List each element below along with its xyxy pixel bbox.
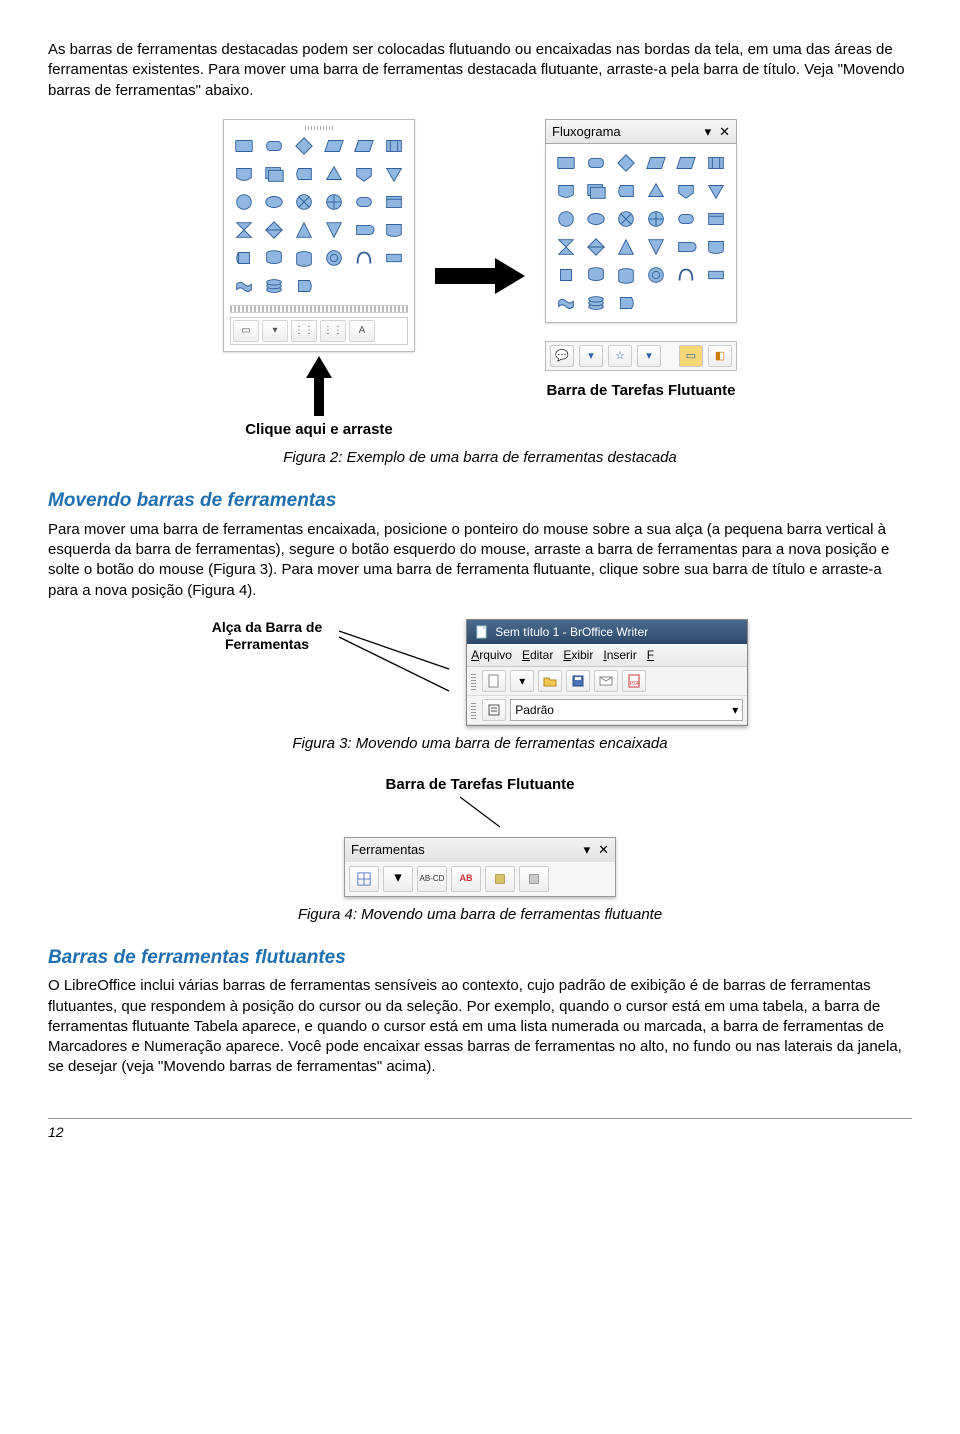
menu-item[interactable]: Inserir [603, 647, 636, 663]
intro-paragraph: As barras de ferramentas destacadas pode… [48, 40, 912, 101]
pointer-line-icon [450, 795, 510, 835]
window-title: Sem título 1 - BrOffice Writer [495, 624, 648, 640]
tool-button[interactable] [485, 866, 515, 892]
toolbar-handle[interactable] [471, 672, 476, 690]
writer-window: Sem título 1 - BrOffice Writer Arquivo E… [466, 619, 748, 726]
fig3-label-line2: Ferramentas [212, 636, 323, 653]
floating-toolbar-title: Ferramentas [351, 841, 576, 859]
pdf-button[interactable]: PDF [622, 670, 646, 692]
save-button[interactable] [566, 670, 590, 692]
paragraph-style-select[interactable]: Padrão ▾ [510, 699, 743, 721]
standard-toolbar: ▾ PDF [467, 667, 747, 696]
heading-floating-toolbars: Barras de ferramentas flutuantes [48, 945, 912, 971]
spellcheck-button[interactable]: AB-CD [417, 866, 447, 892]
chevron-down-icon: ▾ [732, 702, 738, 718]
menu-item[interactable]: Arquivo [471, 647, 512, 663]
figure-3: Alça da Barra de Ferramentas Sem título … [48, 619, 912, 726]
fig2-right-caption: Barra de Tarefas Flutuante [545, 381, 737, 401]
styles-button[interactable] [482, 699, 506, 721]
heading-moving-toolbars: Movendo barras de ferramentas [48, 488, 912, 514]
floating-toolbar-title: Fluxograma [552, 123, 697, 141]
mail-button[interactable] [594, 670, 618, 692]
tools-floating-toolbar: Ferramentas ▾ ✕ ▾ AB-CD AB [344, 837, 616, 897]
tb-btn[interactable]: ⋮⋮ [291, 320, 317, 342]
menu-bar[interactable]: Arquivo Editar Exibir Inserir F [467, 644, 747, 667]
new-doc-button[interactable] [482, 670, 506, 692]
callout-toolbar: 💬 ▾ ☆ ▾ ▭ ◧ [545, 341, 737, 371]
section2-paragraph: O LibreOffice inclui várias barras de fe… [48, 976, 912, 1077]
fig4-top-label: Barra de Tarefas Flutuante [386, 775, 575, 795]
callout-btn[interactable]: ▾ [637, 345, 661, 367]
tool-button[interactable] [519, 866, 549, 892]
callout-btn[interactable]: ▭ [679, 345, 703, 367]
open-button[interactable] [538, 670, 562, 692]
menu-item[interactable]: Exibir [563, 647, 593, 663]
dropdown-icon[interactable]: ▾ [584, 841, 591, 859]
document-icon [475, 625, 489, 639]
arrow-right-icon [435, 256, 525, 302]
toolbar-handle[interactable] [471, 701, 476, 719]
dropdown-icon[interactable]: ▾ [705, 123, 712, 141]
tb-btn[interactable]: ▾ [262, 320, 288, 342]
pointer-lines-icon [334, 619, 454, 705]
docked-palette: ▭ ▾ ⋮⋮ ⋮⋮ A [223, 119, 415, 352]
fig3-label-line1: Alça da Barra de [212, 619, 323, 636]
menu-item[interactable]: Editar [522, 647, 553, 663]
shape-grid-left [230, 133, 408, 299]
table-button[interactable] [349, 866, 379, 892]
dropdown-button[interactable]: ▾ [383, 866, 413, 892]
secondary-toolbar: ▭ ▾ ⋮⋮ ⋮⋮ A [230, 317, 408, 345]
drag-grip[interactable] [230, 305, 408, 313]
figure-4-caption: Figura 4: Movendo uma barra de ferrament… [48, 905, 912, 925]
floating-palette [545, 144, 737, 323]
callout-btn[interactable]: 💬 [550, 345, 574, 367]
figure-2-caption: Figura 2: Exemplo de uma barra de ferram… [48, 448, 912, 468]
autospell-button[interactable]: AB [451, 866, 481, 892]
close-icon[interactable]: ✕ [598, 841, 609, 859]
arrow-up-icon [304, 356, 334, 416]
floating-toolbar-titlebar[interactable]: Ferramentas ▾ ✕ [345, 838, 615, 862]
figure-2: ▭ ▾ ⋮⋮ ⋮⋮ A Clique aqui e arraste Fluxog… [48, 119, 912, 440]
menu-item[interactable]: F [647, 647, 654, 663]
floating-toolbar-titlebar[interactable]: Fluxograma ▾ ✕ [545, 119, 737, 145]
section1-paragraph: Para mover uma barra de ferramentas enca… [48, 520, 912, 601]
callout-btn[interactable]: ▾ [579, 345, 603, 367]
callout-btn[interactable]: ☆ [608, 345, 632, 367]
fig2-left-caption: Clique aqui e arraste [245, 420, 393, 440]
formatting-toolbar: Padrão ▾ [467, 696, 747, 725]
tb-btn[interactable]: ⋮⋮ [320, 320, 346, 342]
close-icon[interactable]: ✕ [719, 123, 730, 141]
window-titlebar[interactable]: Sem título 1 - BrOffice Writer [467, 620, 747, 644]
page-number: 12 [48, 1118, 912, 1142]
figure-3-caption: Figura 3: Movendo uma barra de ferrament… [48, 734, 912, 754]
svg-text:PDF: PDF [630, 681, 640, 687]
tb-btn[interactable]: A [349, 320, 375, 342]
tb-btn[interactable]: ▭ [233, 320, 259, 342]
style-name: Padrão [515, 702, 554, 718]
figure-4: Barra de Tarefas Flutuante Ferramentas ▾… [48, 775, 912, 897]
dropdown-button[interactable]: ▾ [510, 670, 534, 692]
callout-btn[interactable]: ◧ [708, 345, 732, 367]
